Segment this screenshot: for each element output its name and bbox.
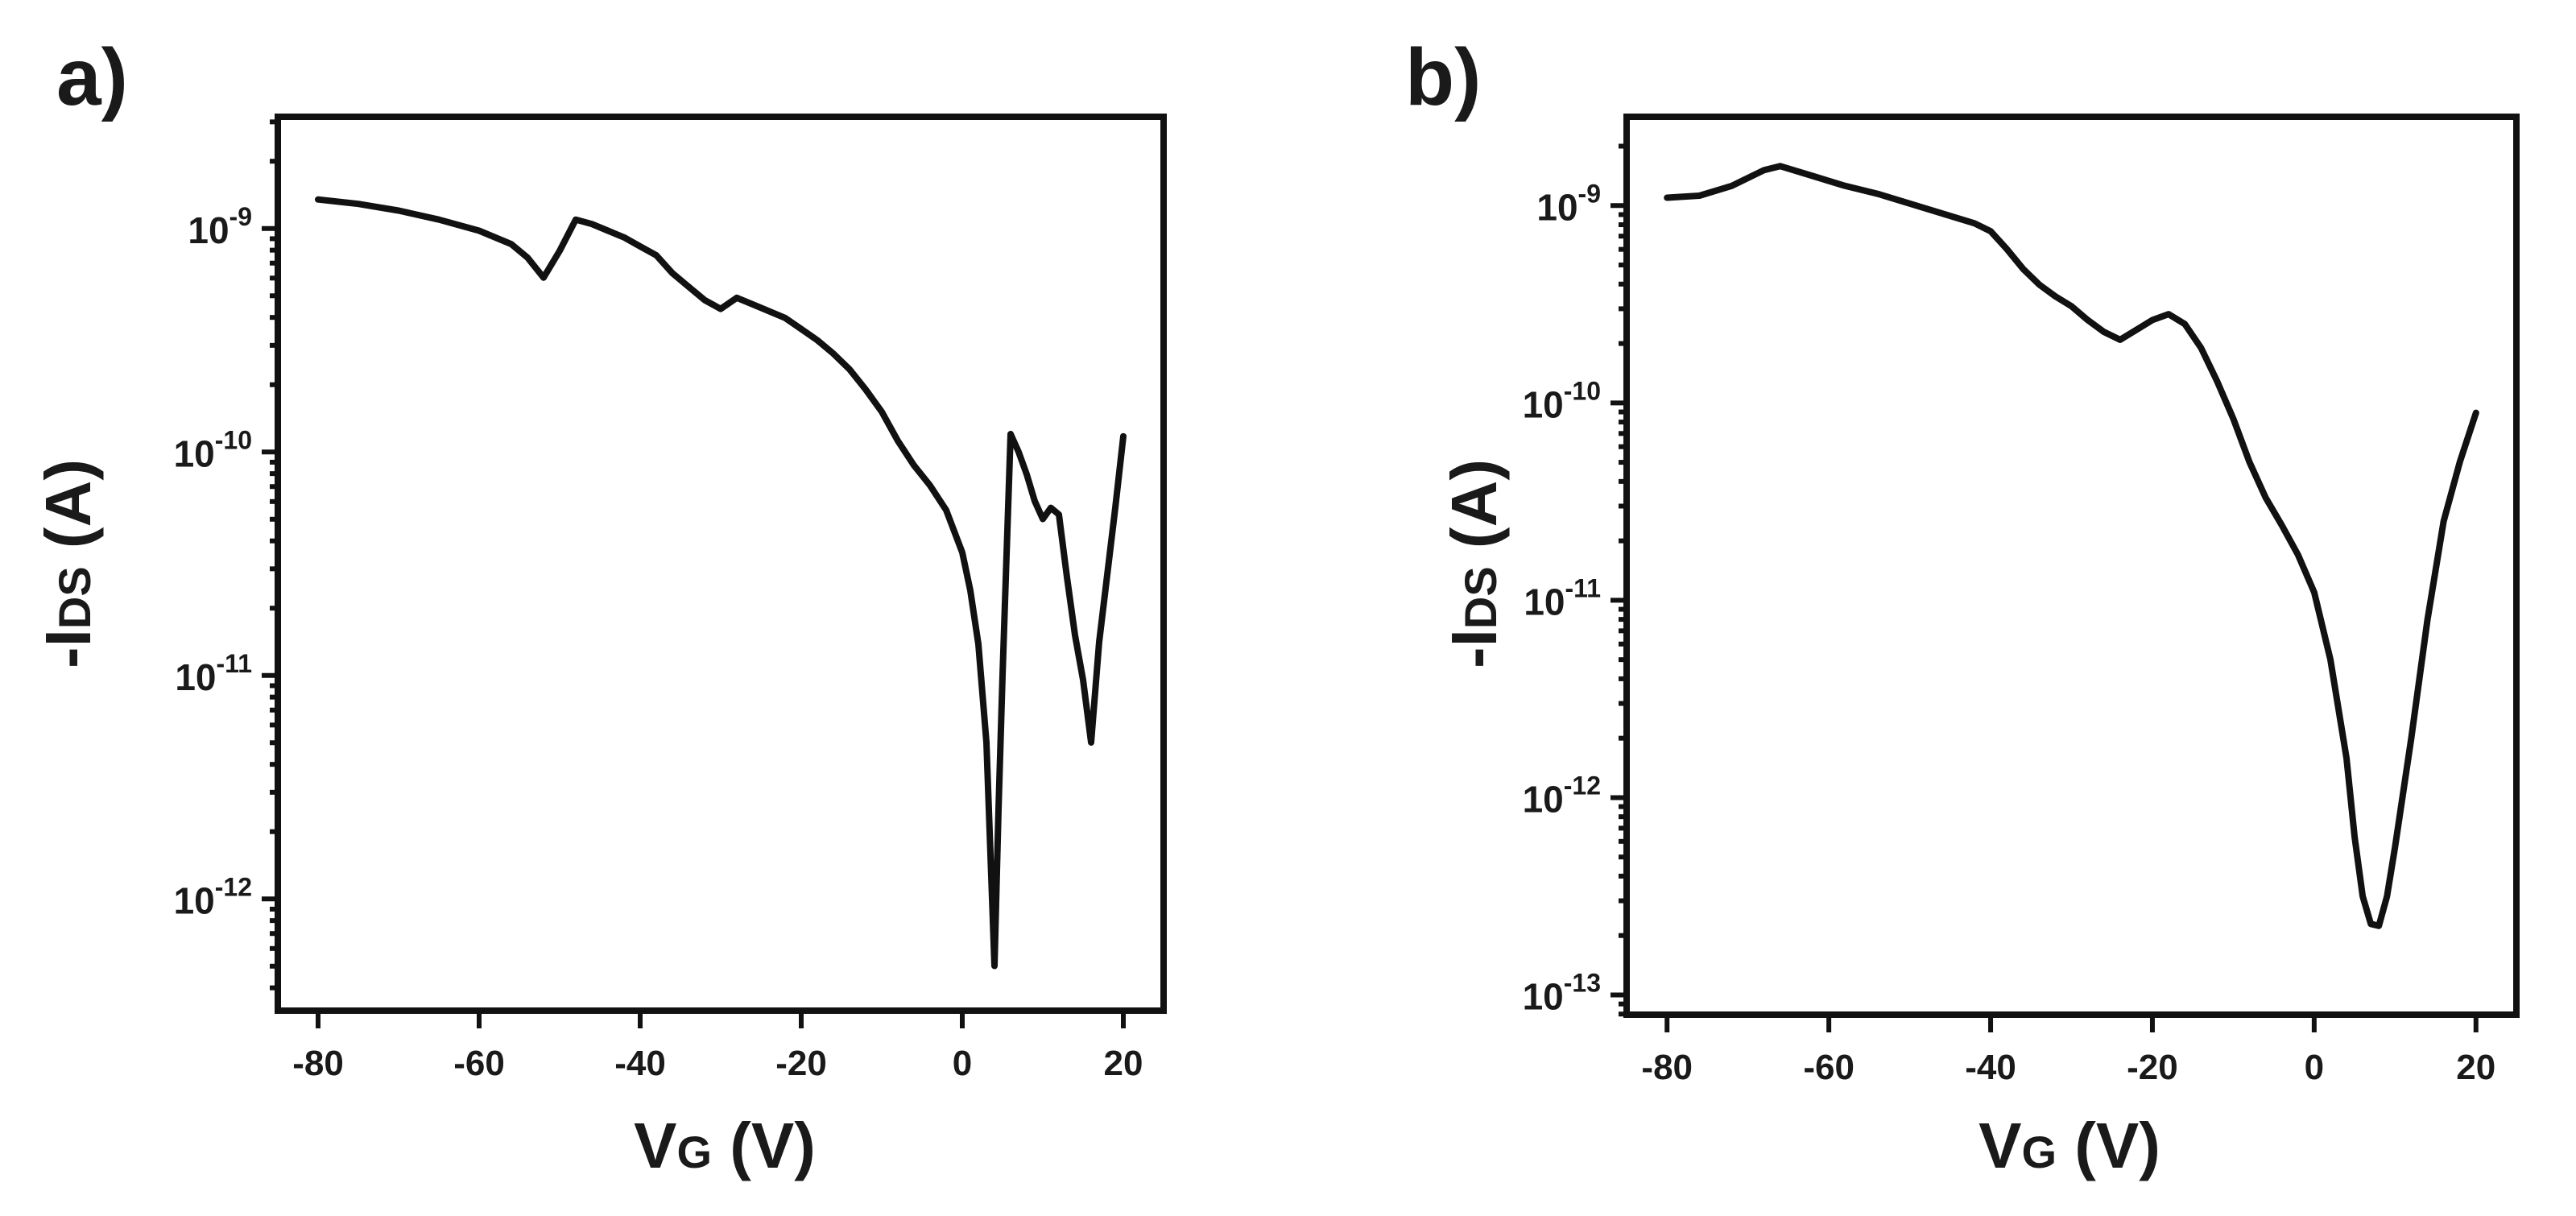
x-tick-label: -80 (1641, 1048, 1693, 1087)
panel-b: b) -80 -60 -40 -20 0 20 10-1310-1210-1110-101… (1405, 32, 2520, 1181)
x-tick-label: 0 (2305, 1048, 2324, 1087)
y-tick-label: 10-9 (1536, 179, 1601, 228)
x-tick-label: 0 (953, 1044, 972, 1083)
panel-a-x-axis-title: VG (V) (634, 1110, 816, 1181)
x-tick-label: -80 (292, 1044, 344, 1083)
panel-b-x-axis-title: VG (V) (1979, 1110, 2160, 1181)
panel-a-y-axis-title: -IDS (A) (32, 459, 104, 668)
y-tick-label: 10-10 (174, 425, 252, 474)
y-tick-label: 10-13 (1523, 968, 1601, 1017)
panel-a-plot-frame (275, 114, 1167, 1014)
panel-b-x-ticks: -80 -60 -40 -20 0 20 (1641, 1015, 2495, 1087)
panel-b-label: b) (1405, 32, 1481, 122)
x-tick-label: -20 (775, 1044, 827, 1083)
y-tick-label: 10-11 (175, 649, 252, 698)
panel-a: a) -80 -60 -40 -20 0 20 10-12 10-11 10-10 10-9 V… (32, 32, 1167, 1181)
y-tick-label: 10-10 (1523, 376, 1601, 425)
x-tick-label: -40 (1965, 1048, 2016, 1087)
y-tick-label: 10-9 (188, 202, 252, 251)
panel-b-y-axis-title: -IDS (A) (1438, 459, 1510, 668)
x-tick-label: 20 (1104, 1044, 1143, 1083)
panel-b-plot-frame (1623, 114, 2520, 1018)
panel-a-y-ticks: 10-12 10-11 10-10 10-9 (174, 119, 278, 991)
x-tick-label: -40 (614, 1044, 666, 1083)
x-tick-label: -20 (2127, 1048, 2178, 1087)
y-tick-label: 10-11 (1524, 573, 1601, 622)
panel-a-x-ticks: -80 -60 -40 -20 0 20 (292, 1011, 1143, 1083)
x-tick-label: 20 (2456, 1048, 2495, 1087)
panel-a-label: a) (56, 32, 128, 122)
x-tick-label: -60 (1803, 1048, 1854, 1087)
panel-b-y-ticks: 10-13 10-12 10-11 10-10 10-9 (1523, 143, 1627, 1017)
y-tick-label: 10-12 (1523, 771, 1601, 820)
x-tick-label: -60 (453, 1044, 505, 1083)
y-tick-label: 10-12 (174, 872, 252, 921)
panel-b-series-line (1664, 163, 2479, 929)
panel-a-series-line (315, 196, 1127, 970)
